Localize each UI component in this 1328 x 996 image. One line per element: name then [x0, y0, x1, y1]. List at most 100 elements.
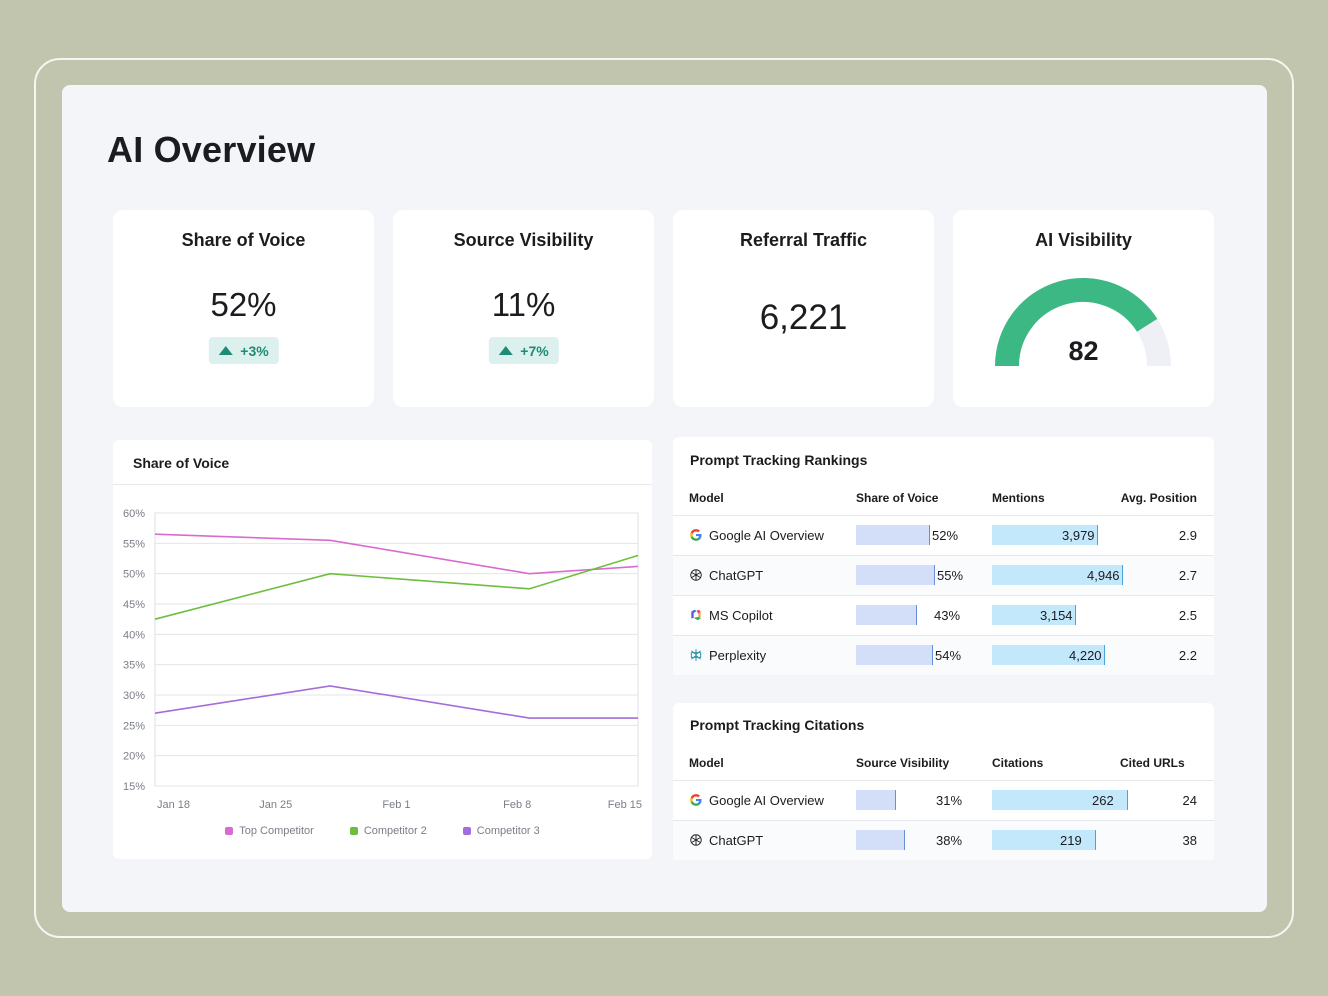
copilot-icon	[689, 608, 703, 622]
model-name: ChatGPT	[709, 832, 764, 848]
cell-last: 38	[1120, 820, 1214, 860]
value-bar	[992, 645, 1105, 666]
legend-label: Top Competitor	[239, 825, 314, 837]
openai-icon	[689, 568, 703, 582]
cell-bar-b: 4,946	[992, 555, 1123, 596]
citations-table: Model Source Visibility Citations Cited …	[673, 747, 1214, 860]
value-bar	[992, 525, 1098, 545]
y-tick-label: 25%	[123, 720, 145, 732]
table-row[interactable]: Google AI Overview 31% 262 24	[673, 780, 1214, 821]
device-frame	[34, 58, 1294, 938]
table-header-row: Model Source Visibility Citations Cited …	[673, 747, 1214, 781]
kpi-card-source-visibility: Source Visibility 11% +7%	[393, 210, 654, 407]
x-tick-label: Jan 18	[157, 799, 190, 811]
table-row[interactable]: ChatGPT 38% 219 38	[673, 820, 1214, 860]
legend-item[interactable]: Competitor 3	[462, 825, 540, 837]
value-bar	[992, 565, 1123, 585]
table-header-row: Model Share of Voice Mentions Avg. Posit…	[673, 482, 1214, 516]
rankings-card: Prompt Tracking Rankings Model Share of …	[673, 437, 1214, 675]
bar-value: 3,154	[1040, 608, 1073, 623]
kpi-title: Share of Voice	[181, 230, 306, 250]
google-icon	[689, 793, 703, 807]
legend-swatch	[349, 827, 358, 835]
cell-model: Perplexity	[673, 635, 856, 675]
card-title: Prompt Tracking Rankings	[690, 452, 868, 468]
y-tick-label: 60%	[123, 508, 145, 520]
table-row[interactable]: Perplexity 54% 4,220 2.2	[673, 635, 1214, 675]
table-row[interactable]: Google AI Overview 52% 3,979 2.9	[673, 515, 1214, 556]
google-icon	[689, 528, 703, 542]
bar-value: 4,220	[1069, 648, 1102, 664]
col-header-share-of-voice[interactable]: Share of Voice	[856, 482, 992, 516]
bar-value: 54%	[935, 648, 962, 664]
cell-bar-b: 262	[992, 780, 1128, 821]
line-chart: 60% 55% 50% 45% 40% 35% 30% 25% 20% 15% Jan 18 Jan …	[123, 508, 642, 811]
series-line-top-competitor[interactable]	[154, 533, 639, 575]
value-bar	[992, 605, 1076, 625]
y-tick-label: 40%	[123, 629, 145, 641]
bar-value: 31%	[936, 793, 963, 808]
arrow-up-icon	[218, 346, 233, 355]
kpi-title: Referral Traffic	[739, 230, 868, 250]
legend-swatch	[462, 827, 471, 835]
cell-model: MS Copilot	[673, 595, 856, 636]
kpi-card-share-of-voice: Share of Voice 52% +3%	[113, 210, 374, 407]
x-tick-label: Jan 25	[259, 799, 292, 811]
kpi-card-ai-visibility: AI Visibility 82	[953, 210, 1214, 407]
cell-last: 24	[1120, 780, 1214, 821]
cell-last: 2.5	[1120, 595, 1214, 636]
kpi-value: 52%	[210, 286, 277, 323]
cell-bar-a: 54%	[856, 635, 992, 675]
cell-bar-a: 55%	[856, 555, 992, 596]
y-tick-label: 30%	[123, 690, 145, 702]
bar-value: 262	[1092, 793, 1114, 808]
series-line-competitor-3[interactable]	[154, 685, 638, 719]
col-header-mentions[interactable]: Mentions	[992, 482, 1120, 516]
bar-value: 4,946	[1087, 568, 1120, 583]
kpi-title: AI Visibility	[1035, 230, 1132, 250]
model-name: MS Copilot	[709, 607, 773, 623]
delta-value: +3%	[240, 342, 269, 359]
page-title: AI Overview	[107, 129, 316, 170]
col-header-avg-position[interactable]: Avg. Position	[1120, 482, 1214, 516]
rankings-table: Model Share of Voice Mentions Avg. Posit…	[673, 482, 1214, 675]
legend-item[interactable]: Top Competitor	[225, 825, 314, 837]
kpi-title: Source Visibility	[453, 230, 594, 250]
cell-bar-a: 43%	[856, 595, 992, 636]
model-name: Google AI Overview	[709, 527, 824, 543]
x-tick-label: Feb 1	[382, 799, 410, 811]
citations-card: Prompt Tracking Citations Model Source V…	[673, 703, 1214, 860]
openai-icon	[689, 833, 703, 847]
bar-value: 219	[1060, 833, 1082, 849]
col-header-model[interactable]: Model	[673, 747, 856, 781]
kpi-card-referral-traffic: Referral Traffic 6,221	[673, 210, 934, 407]
plot-area	[154, 512, 639, 787]
col-header-model[interactable]: Model	[673, 482, 856, 516]
cell-model: ChatGPT	[673, 820, 856, 860]
share-of-voice-chart-card: Share of Voice 60% 55% 50% 45% 40% 35% 30% 25% 2…	[113, 440, 652, 859]
cell-bar-b: 219	[992, 820, 1120, 860]
series-line-competitor-2[interactable]	[154, 554, 639, 620]
bar-value: 55%	[937, 568, 964, 583]
cell-bar-b: 3,154	[992, 595, 1120, 636]
table-row[interactable]: ChatGPT 55% 4,946 2.7	[673, 555, 1214, 596]
table-row[interactable]: MS Copilot 43% 3,154 2.5	[673, 595, 1214, 636]
value-bar	[992, 830, 1096, 851]
value-bar	[856, 830, 905, 851]
bar-value: 38%	[936, 833, 963, 849]
legend-label: Competitor 2	[363, 825, 427, 837]
x-tick-label: Feb 15	[608, 799, 642, 811]
gauge-value: 82	[1068, 336, 1099, 366]
cell-model: ChatGPT	[673, 555, 856, 596]
kpi-value: 6,221	[759, 298, 848, 337]
delta-badge: +7%	[488, 337, 559, 364]
y-tick-label: 20%	[123, 751, 145, 763]
col-header-citations[interactable]: Citations	[992, 747, 1120, 781]
kpi-value: 11%	[491, 286, 556, 323]
col-header-cited-urls[interactable]: Cited URLs	[1120, 747, 1214, 781]
cell-bar-a: 31%	[856, 780, 992, 821]
delta-badge: +3%	[208, 337, 279, 364]
legend-item[interactable]: Competitor 2	[349, 825, 427, 837]
bar-value: 3,979	[1062, 528, 1095, 543]
col-header-source-visibility[interactable]: Source Visibility	[856, 747, 992, 781]
